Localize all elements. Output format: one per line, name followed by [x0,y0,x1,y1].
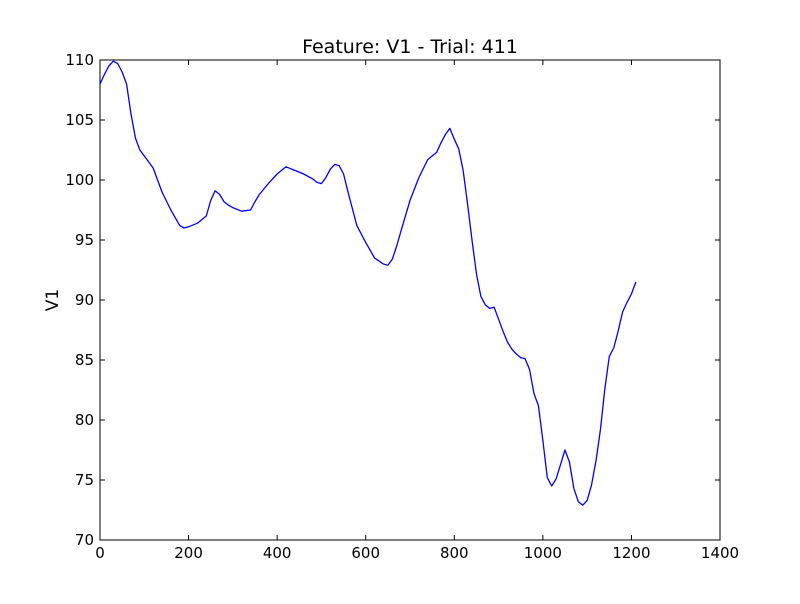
y-tick-label: 105 [65,111,94,129]
y-tick-label: 80 [75,411,94,429]
x-tick-label: 0 [95,544,105,562]
x-tick-label: 400 [263,544,292,562]
x-tick-label: 200 [174,544,203,562]
y-axis-label: V1 [43,289,63,311]
y-tick-label: 100 [65,171,94,189]
y-tick-label: 110 [65,51,94,69]
y-tick-label: 85 [75,351,94,369]
y-tick-label: 70 [75,531,94,549]
axis-ticks: 0 200 400 600 800 1000 1200 1400 70 75 80 85 90 95 100… [65,51,739,562]
x-tick-label: 1200 [612,544,650,562]
y-tick-label: 75 [75,471,94,489]
x-tick-label: 1000 [524,544,562,562]
plot-area [99,60,637,506]
y-tick-label: 90 [75,291,94,309]
x-tick-label: 600 [351,544,380,562]
x-tick-label: 1400 [701,544,739,562]
chart-title: Feature: V1 - Trial: 411 [302,36,518,58]
series-line-0 [99,60,637,506]
axes-frame [99,59,721,541]
y-tick-label: 95 [75,231,94,249]
x-tick-label: 800 [440,544,469,562]
